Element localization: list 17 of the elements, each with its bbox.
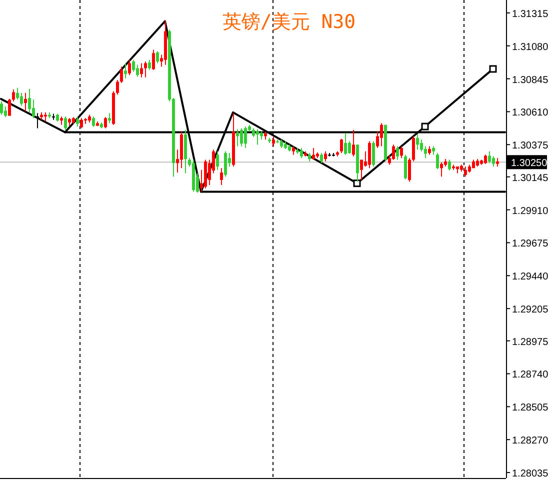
y-tick-label: 1.28505 <box>512 402 548 414</box>
ref-line-label: 1.30250 <box>511 158 548 170</box>
y-tick-label: 1.30375 <box>512 140 548 152</box>
y-tick-label: 1.30845 <box>512 74 548 86</box>
y-tick-label: 1.31080 <box>512 42 548 53</box>
y-tick-label: 1.28740 <box>512 370 548 381</box>
y-tick-label: 1.28975 <box>512 336 548 348</box>
y-tick-label: 1.29675 <box>512 238 548 250</box>
y-tick-label: 1.29440 <box>512 272 548 283</box>
y-tick-label: 1.30145 <box>512 172 548 184</box>
y-tick-label: 1.28035 <box>512 468 548 480</box>
y-tick-label: 1.30610 <box>512 108 548 119</box>
y-tick-label: 1.29205 <box>512 304 548 316</box>
y-tick-label: 1.29910 <box>512 206 548 217</box>
text: 英镑/美元 N30 <box>222 11 356 33</box>
y-tick-label: 1.28270 <box>512 436 548 447</box>
y-tick-label: 1.31315 <box>512 8 548 20</box>
